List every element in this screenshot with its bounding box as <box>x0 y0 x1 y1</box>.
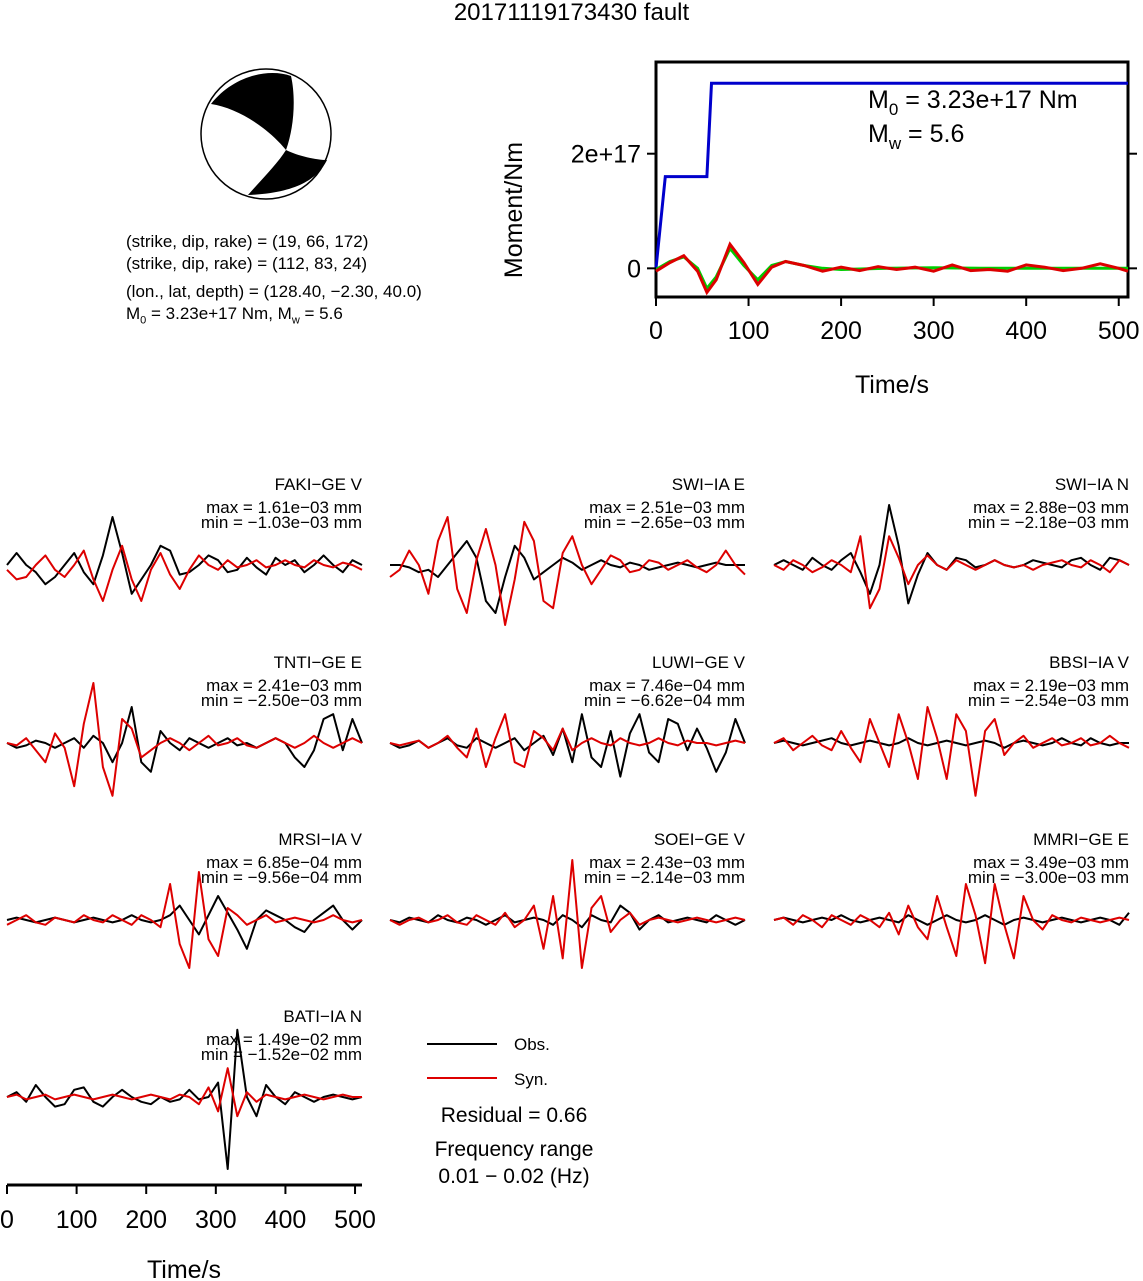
station-name: SWI−IA E <box>672 475 745 494</box>
station-name: MRSI−IA V <box>278 830 362 849</box>
moment-label: M0 = 3.23e+17 Nm, Mw = 5.6 <box>126 304 343 327</box>
obs-trace <box>6 516 363 595</box>
obs-trace <box>389 713 746 778</box>
station-name: BATI−IA N <box>283 1007 362 1026</box>
moment-annotation-mw: Mw = 5.6 <box>868 120 964 153</box>
moment-plot-frame <box>654 60 1130 299</box>
station-min: min = −2.18e−03 mm <box>968 513 1129 532</box>
plane1-label: (strike, dip, rake) = (19, 66, 172) <box>126 232 369 251</box>
legend-syn-label: Syn. <box>514 1070 548 1089</box>
syn-trace <box>389 859 746 969</box>
station-max: max = 2.43e−03 mm <box>589 853 745 872</box>
wave-xlabel: Time/s <box>147 1256 221 1281</box>
station-min: min = −1.52e−02 mm <box>201 1045 362 1064</box>
moment-series-2 <box>655 241 1129 296</box>
station-min: min = −2.14e−03 mm <box>584 868 745 887</box>
mechanism-info: (strike, dip, rake) = (19, 66, 172) (str… <box>126 231 422 331</box>
station-min: min = −1.03e−03 mm <box>201 513 362 532</box>
moment-xlabel: Time/s <box>855 371 929 399</box>
obs-trace <box>6 1028 363 1170</box>
moment-xtick-label-4: 400 <box>1005 317 1047 345</box>
station-name: SWI−IA N <box>1055 475 1129 494</box>
wave-xtick-label-4: 400 <box>265 1206 307 1234</box>
station-min: min = −6.62e−04 mm <box>584 691 745 710</box>
station-name: BBSI−IA V <box>1049 653 1130 672</box>
station-min: min = −2.50e−03 mm <box>201 691 362 710</box>
station-max: max = 2.88e−03 mm <box>973 498 1129 517</box>
station-name: TNTI−GE E <box>274 653 362 672</box>
station-min: min = −2.54e−03 mm <box>968 691 1129 710</box>
wave-xtick-label-5: 500 <box>334 1206 376 1234</box>
syn-trace <box>6 682 363 797</box>
station-name: FAKI−GE V <box>275 475 363 494</box>
syn-trace <box>773 535 1130 610</box>
legend-obs-label: Obs. <box>514 1035 550 1054</box>
station-max: max = 2.51e−03 mm <box>589 498 745 517</box>
moment-annotation-m0: M0 = 3.23e+17 Nm <box>868 86 1078 119</box>
moment-xtick-label-0: 0 <box>649 317 663 345</box>
residual-label: Residual = 0.66 <box>441 1104 588 1127</box>
frequency-label: Frequency range <box>435 1138 594 1161</box>
moment-series-0 <box>654 81 1128 269</box>
moment-xtick-label-1: 100 <box>728 317 770 345</box>
station-name: SOEI−GE V <box>654 830 746 849</box>
syn-trace <box>389 713 746 768</box>
obs-trace <box>773 912 1130 926</box>
location-label: (lon., lat, depth) = (128.40, −2.30, 40.… <box>126 282 422 301</box>
title: 20171119173430 fault <box>453 0 690 26</box>
station-name: LUWI−GE V <box>652 653 746 672</box>
frequency-value: 0.01 − 0.02 (Hz) <box>438 1165 589 1188</box>
plane2-label: (strike, dip, rake) = (112, 83, 24) <box>126 254 368 273</box>
station-max: max = 6.85e−04 mm <box>206 853 362 872</box>
moment-xtick-label-5: 500 <box>1098 317 1140 345</box>
station-max: max = 1.49e−02 mm <box>206 1030 362 1049</box>
moment-ylabel: Moment/Nm <box>500 142 528 278</box>
moment-ytick-label-0: 0 <box>627 255 641 283</box>
wave-xtick-label-0: 0 <box>0 1206 14 1234</box>
beachball <box>200 68 332 200</box>
obs-trace <box>390 540 745 614</box>
station-max: max = 1.61e−03 mm <box>206 498 362 517</box>
moment-ytick-label-1: 2e+17 <box>571 141 641 169</box>
station-max: max = 2.19e−03 mm <box>973 676 1129 695</box>
syn-trace <box>389 516 746 626</box>
station-name: MMRI−GE E <box>1033 830 1129 849</box>
wave-xtick-label-2: 200 <box>125 1206 167 1234</box>
station-max: max = 3.49e−03 mm <box>973 853 1129 872</box>
syn-trace <box>6 544 363 602</box>
wave-xtick-label-1: 100 <box>56 1206 98 1234</box>
obs-trace <box>6 706 363 773</box>
station-min: min = −9.56e−04 mm <box>201 868 362 887</box>
moment-xtick-label-3: 300 <box>913 317 955 345</box>
obs-trace <box>6 895 363 950</box>
syn-trace <box>773 883 1130 965</box>
syn-trace <box>6 871 363 969</box>
station-min: min = −3.00e−03 mm <box>968 868 1129 887</box>
station-max: max = 2.41e−03 mm <box>206 676 362 695</box>
station-min: min = −2.65e−03 mm <box>584 513 745 532</box>
wave-xtick-label-3: 300 <box>195 1206 237 1234</box>
syn-trace <box>6 1067 362 1118</box>
legend: Obs. Syn. <box>427 1035 550 1089</box>
syn-trace <box>773 706 1130 797</box>
station-max: max = 7.46e−04 mm <box>589 676 745 695</box>
moment-xtick-label-2: 200 <box>820 317 862 345</box>
